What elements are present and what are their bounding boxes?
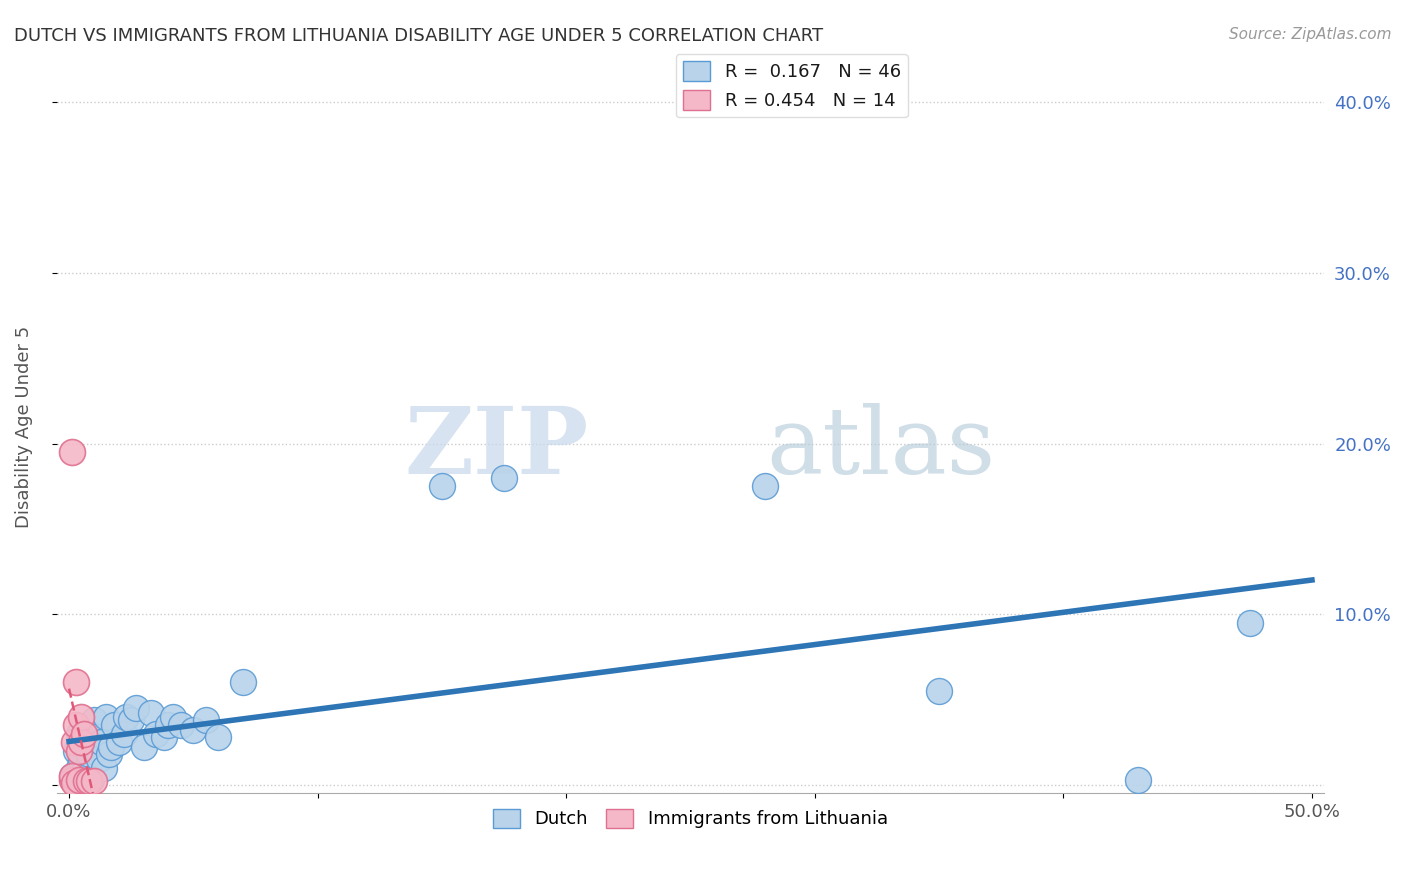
Point (65, 776, 87, 790)
Point (60, 445, 83, 459)
Point (754, 479, 776, 493)
Point (70, 752, 93, 766)
Point (60, 769, 83, 783)
Point (162, 709, 184, 723)
Point (103, 718, 125, 732)
Y-axis label: Disability Age Under 5: Disability Age Under 5 (15, 326, 32, 527)
Point (67, 772, 90, 787)
Point (194, 713, 217, 727)
Point (63, 776, 86, 790)
Point (75, 774, 97, 789)
Point (73, 764, 96, 779)
Point (75, 769, 97, 783)
Point (65, 675, 87, 690)
Point (65, 718, 87, 732)
Point (63, 774, 86, 789)
Legend: Dutch, Immigrants from Lithuania: Dutch, Immigrants from Lithuania (486, 801, 896, 836)
Point (73, 726, 96, 740)
Point (70, 709, 93, 723)
Point (67, 744, 90, 758)
Point (86, 730, 108, 744)
Point (112, 726, 135, 740)
Point (132, 740, 155, 755)
Point (928, 684, 950, 698)
Point (494, 471, 516, 485)
Point (125, 701, 148, 715)
Text: atlas: atlas (766, 403, 995, 493)
Point (60, 769, 83, 783)
Text: ZIP: ZIP (405, 403, 589, 493)
Point (65, 744, 87, 758)
Point (139, 706, 162, 720)
Point (1126, 772, 1149, 787)
Point (90, 735, 112, 749)
Point (183, 723, 205, 738)
Point (152, 730, 174, 744)
Point (1239, 615, 1261, 630)
Point (87, 752, 110, 766)
Point (120, 713, 142, 727)
Point (232, 675, 254, 690)
Point (170, 718, 193, 732)
Point (63, 735, 86, 749)
Text: Source: ZipAtlas.com: Source: ZipAtlas.com (1229, 27, 1392, 42)
Point (70, 774, 93, 789)
Point (70, 735, 93, 749)
Point (100, 740, 122, 755)
Point (75, 726, 97, 740)
Point (145, 726, 167, 740)
Point (96, 709, 118, 723)
Point (430, 479, 453, 493)
Point (97, 747, 120, 761)
Point (80, 772, 103, 787)
Point (77, 774, 100, 789)
Text: DUTCH VS IMMIGRANTS FROM LITHUANIA DISABILITY AGE UNDER 5 CORRELATION CHART: DUTCH VS IMMIGRANTS FROM LITHUANIA DISAB… (14, 27, 823, 45)
Point (93, 761, 115, 775)
Point (83, 774, 105, 789)
Point (115, 709, 138, 723)
Point (83, 744, 105, 758)
Point (157, 718, 180, 732)
Point (67, 761, 90, 775)
Point (67, 726, 90, 740)
Point (107, 735, 129, 749)
Point (83, 713, 105, 727)
Point (77, 747, 100, 761)
Point (60, 772, 83, 787)
Point (207, 730, 229, 744)
Point (73, 735, 96, 749)
